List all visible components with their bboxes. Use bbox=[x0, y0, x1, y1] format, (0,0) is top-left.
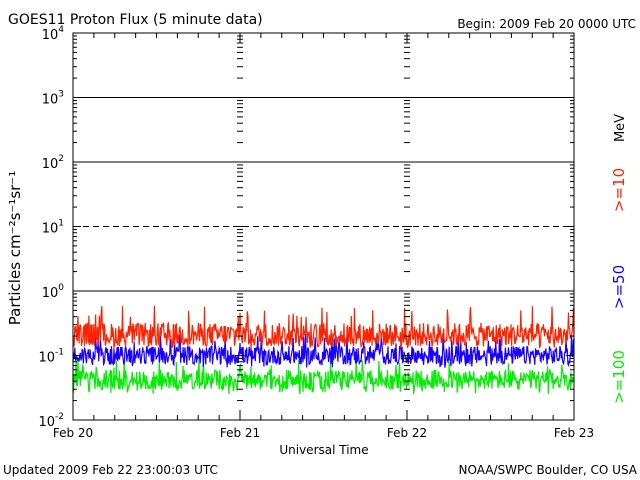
chart-title: GOES11 Proton Flux (5 minute data) bbox=[8, 12, 263, 28]
x-tick-label: Feb 20 bbox=[53, 426, 93, 440]
x-tick-label: Feb 21 bbox=[220, 426, 260, 440]
series-line bbox=[72, 358, 575, 395]
legend-entry: >=10 bbox=[610, 168, 628, 212]
x-tick-label: Feb 22 bbox=[387, 426, 427, 440]
series-line bbox=[72, 305, 575, 350]
x-tick-label: Feb 23 bbox=[554, 426, 594, 440]
y-tick-label: 103 bbox=[42, 90, 64, 108]
legend-entry: >=100 bbox=[610, 350, 628, 404]
y-tick-label: 102 bbox=[42, 154, 64, 172]
legend-units: MeV bbox=[613, 114, 628, 142]
y-tick-label: 100 bbox=[42, 283, 65, 301]
y-axis-label: Particles cm⁻²s⁻¹sr⁻¹ bbox=[6, 171, 24, 325]
x-axis-label: Universal Time bbox=[279, 443, 368, 457]
footer-source: NOAA/SWPC Boulder, CO USA bbox=[459, 463, 638, 477]
begin-label: Begin: 2009 Feb 20 0000 UTC bbox=[457, 17, 636, 31]
legend: MeV >=10 >=50 >=100 bbox=[610, 114, 628, 404]
y-tick-label: 104 bbox=[42, 25, 65, 43]
series-line bbox=[72, 333, 575, 368]
footer-updated: Updated 2009 Feb 22 23:00:03 UTC bbox=[3, 463, 218, 477]
plot-frame bbox=[72, 32, 575, 421]
y-tick-label: 10-1 bbox=[38, 348, 64, 366]
y-tick-label: 101 bbox=[42, 219, 64, 237]
legend-entry: >=50 bbox=[610, 265, 628, 309]
